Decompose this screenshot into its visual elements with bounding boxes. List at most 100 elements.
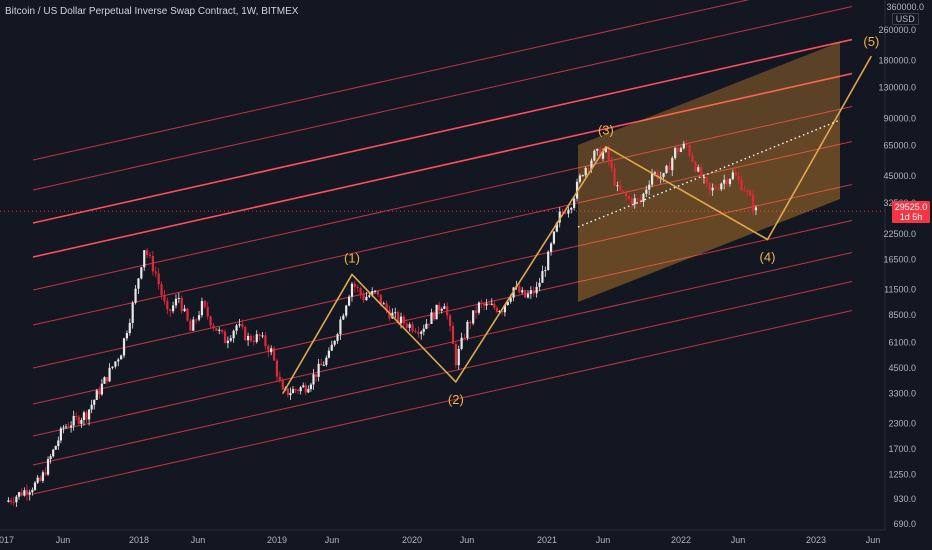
candle-body: [420, 331, 423, 334]
candle-body: [723, 179, 726, 184]
candle-body: [312, 374, 315, 385]
time-axis-tick: 2021: [537, 535, 557, 545]
price-axis-tick: 6100.0: [888, 338, 916, 348]
candle-body: [610, 161, 613, 169]
candle-body: [249, 335, 253, 341]
time-axis-tick: 2017: [0, 535, 14, 545]
candle-body: [538, 282, 541, 287]
candle-body: [264, 335, 267, 347]
candle-body: [477, 302, 481, 313]
candle-body: [518, 286, 521, 293]
candle-body: [688, 144, 691, 156]
candle-body: [281, 380, 284, 390]
candle-body: [558, 211, 561, 223]
candle-body: [15, 496, 18, 503]
candle-body: [62, 427, 65, 429]
price-axis-tick: 1700.0: [888, 444, 916, 454]
channel-line: [32, 38, 853, 224]
time-axis-tick: 2020: [402, 535, 422, 545]
candle-body: [134, 288, 137, 303]
wave-label: (3): [598, 123, 614, 138]
candle-body: [408, 324, 411, 328]
candle-body: [9, 500, 13, 502]
candle-body: [87, 409, 91, 420]
candle-body: [226, 340, 230, 344]
candle-body: [241, 324, 244, 327]
channel-line: [32, 220, 853, 405]
candles: [7, 139, 758, 507]
price-axis-tick: 930.0: [893, 494, 916, 504]
candle-body: [365, 296, 368, 301]
candle-body: [697, 167, 700, 172]
candle-body: [725, 179, 729, 184]
candle-body: [108, 367, 111, 382]
candle-body: [322, 364, 325, 366]
candle-body: [535, 286, 538, 294]
candle-body: [125, 333, 129, 339]
candle-body: [457, 348, 460, 366]
time-axis-tick: Jun: [596, 535, 611, 545]
candle-body: [575, 181, 579, 199]
candle-body: [422, 328, 425, 332]
channel-line: [32, 310, 853, 495]
candle-body: [379, 294, 382, 305]
candle-body: [330, 344, 333, 351]
candle-body: [567, 209, 570, 214]
candle-body: [203, 300, 206, 307]
candle-body: [345, 305, 348, 316]
wave-label: (5): [863, 34, 879, 49]
candle-body: [493, 303, 496, 308]
candle-body: [235, 325, 238, 331]
candle-body: [362, 294, 365, 301]
candle-body: [267, 346, 270, 353]
candle-body: [333, 340, 336, 345]
top-tick-label: 360000.0: [886, 2, 924, 12]
candle-body: [523, 290, 527, 298]
price-axis-tick: 11500.0: [884, 285, 916, 295]
candle-body: [143, 250, 146, 268]
price-axis[interactable]: 690.0 930.0 1250.0 1700.0 2300.0 3300.0 4500.0…: [878, 25, 916, 529]
candle-body: [385, 303, 388, 311]
candle-body: [128, 322, 131, 334]
candle-body: [197, 315, 201, 320]
candle-body: [399, 316, 403, 324]
channel-lines: [0, 0, 885, 495]
candle-body: [371, 291, 374, 296]
candle-body: [438, 304, 441, 311]
candle-body: [446, 306, 449, 316]
time-axis[interactable]: 2017 Jun 2018 Jun 2019 Jun 2020 Jun 2021 Jun 2022 J…: [0, 535, 880, 545]
candle-body: [359, 288, 362, 295]
candle-body: [665, 165, 668, 174]
candle-body: [255, 334, 258, 342]
candle-body: [616, 185, 619, 187]
candle-body: [430, 312, 433, 324]
candle-body: [146, 250, 149, 255]
candle-body: [278, 376, 281, 381]
candle-body: [708, 182, 711, 191]
candle-body: [122, 338, 126, 356]
candle-body: [460, 337, 463, 349]
candle-body: [645, 189, 648, 194]
candle-body: [373, 290, 377, 292]
price-axis-tick: 130000.0: [878, 83, 916, 93]
elliott-wave-lines: [282, 55, 872, 395]
candle-body: [82, 412, 86, 421]
candle-body: [270, 348, 273, 353]
candle-body: [272, 348, 276, 361]
candle-body: [353, 283, 356, 287]
price-axis-tick: 65000.0: [883, 140, 916, 150]
candle-body: [183, 308, 186, 312]
currency-label[interactable]: USD: [891, 13, 919, 25]
candle-body: [117, 359, 120, 362]
candle-body: [215, 328, 218, 331]
candle-body: [166, 301, 169, 310]
candle-body: [212, 325, 215, 329]
candle-body: [77, 416, 80, 424]
candle-body: [154, 271, 157, 274]
candle-body: [561, 211, 564, 213]
candle-body: [495, 307, 498, 312]
candle-body: [120, 355, 123, 360]
candle-body: [474, 310, 478, 313]
candle-body: [33, 482, 37, 490]
